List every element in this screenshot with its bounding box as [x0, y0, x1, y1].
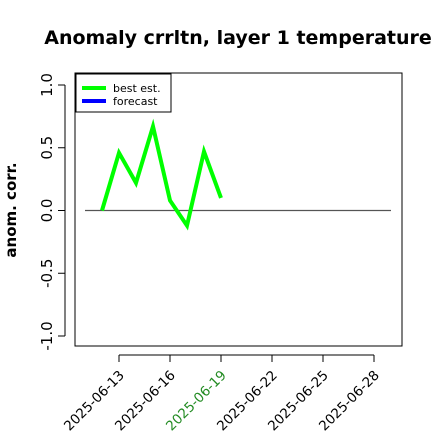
x-axis: 2025-06-132025-06-162025-06-192025-06-22…: [61, 354, 383, 434]
y-tick-label: 0.5: [38, 136, 56, 160]
y-tick-label: -1.0: [38, 321, 56, 350]
legend-label: forecast: [113, 95, 158, 108]
y-tick-label: 1.0: [38, 73, 56, 97]
legend-label: best est.: [113, 82, 161, 95]
plot-frame: [74, 72, 403, 347]
series-line-best-est: [100, 118, 223, 231]
y-axis: -1.0 -0.5 0.0 0.5 1.0: [38, 73, 66, 351]
plot-area: [85, 118, 391, 231]
legend-box: [75, 73, 172, 113]
y-tick-label: -0.5: [38, 259, 56, 288]
y-tick-label: 0.0: [38, 199, 56, 223]
legend: best est.forecast: [75, 73, 172, 113]
y-axis-label: anom. corr.: [2, 162, 20, 257]
chart-title: Anomaly crrltn, layer 1 temperature: [44, 27, 432, 49]
